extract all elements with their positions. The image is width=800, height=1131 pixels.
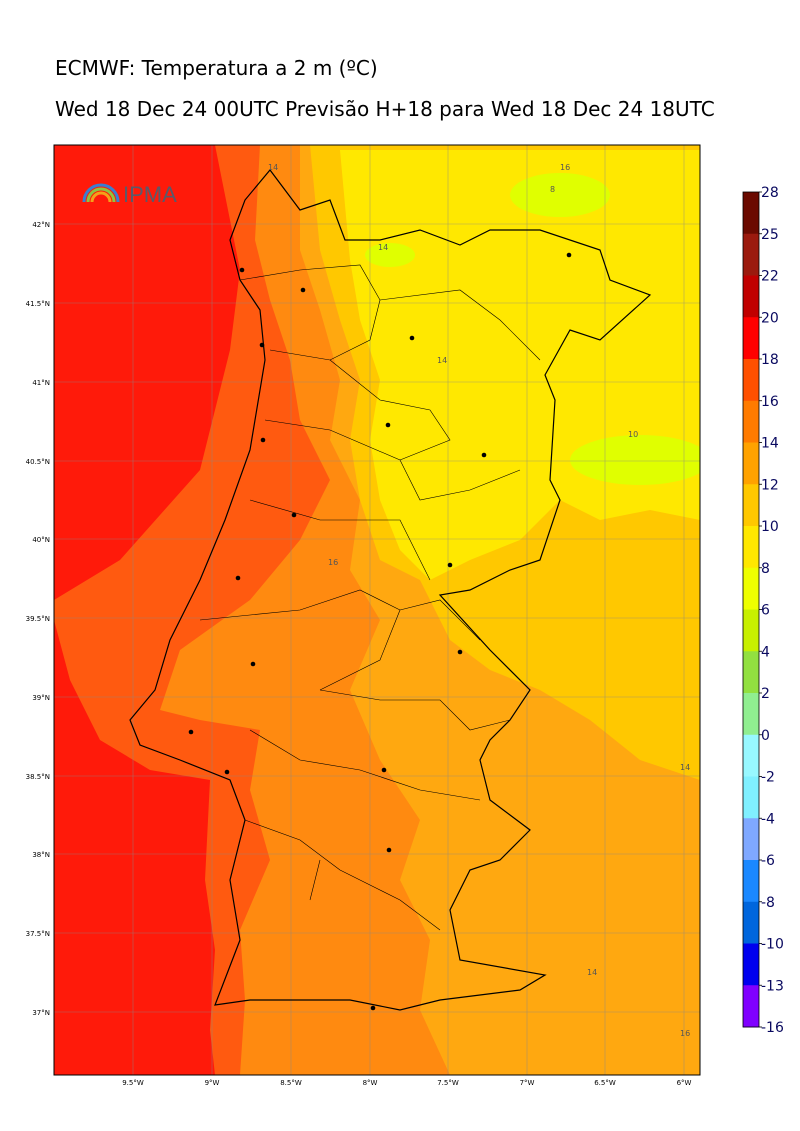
colorbar-swatch — [743, 484, 759, 527]
map-grid — [54, 145, 700, 1075]
colorbar-label: 18 — [761, 352, 779, 368]
colorbar-label: 0 — [761, 728, 770, 744]
longitude-axis: 9.5°W 9°W 8.5°W 8°W 7.5°W 7°W 6.5°W 6°W — [122, 1079, 691, 1087]
colorbar-label: 20 — [761, 310, 779, 326]
lat-tick: 38°N — [32, 851, 50, 859]
colorbar-swatch — [743, 233, 759, 276]
colorbar-label: 6 — [761, 603, 770, 619]
lat-tick: 42°N — [32, 221, 50, 229]
colorbar-swatch — [743, 192, 759, 235]
map-title: ECMWF: Temperatura a 2 m (ºC) — [55, 56, 378, 80]
lat-tick: 38.5°N — [26, 773, 50, 781]
lon-tick: 9°W — [205, 1079, 220, 1087]
colorbar-swatch — [743, 818, 759, 861]
latitude-axis: 42°N 41.5°N 41°N 40.5°N 40°N 39.5°N 39°N… — [26, 221, 50, 1017]
contour-label: 14 — [378, 243, 388, 252]
colorbar-swatch — [743, 317, 759, 360]
contour-label: 8 — [550, 185, 555, 194]
colorbar-label: 14 — [761, 436, 779, 452]
cold-patch-north — [510, 173, 610, 217]
city-markers — [188, 252, 572, 1011]
lon-tick: 8.5°W — [280, 1079, 302, 1087]
contour-label: 14 — [587, 968, 597, 977]
temperature-field: 14 16 8 14 14 10 16 14 14 16 IPMA — [54, 145, 700, 1075]
colorbar-label: -2 — [761, 770, 775, 786]
lon-tick: 7°W — [520, 1079, 535, 1087]
colorbar-swatch — [743, 901, 759, 944]
contour-label: 14 — [268, 163, 278, 172]
lon-tick: 7.5°W — [437, 1079, 459, 1087]
colorbar-label: 25 — [761, 227, 779, 243]
colorbar-swatch — [743, 776, 759, 819]
colorbar-label: -8 — [761, 895, 775, 911]
colorbar-swatch — [743, 442, 759, 485]
colorbar-swatch — [743, 609, 759, 652]
colorbar-label: -4 — [761, 811, 775, 827]
colorbar-swatch — [743, 359, 759, 402]
cold-patch-northwest — [365, 243, 415, 267]
forecast-subtitle: Wed 18 Dec 24 00UTC Previsão H+18 para W… — [55, 97, 715, 121]
colorbar-swatch — [743, 734, 759, 777]
colorbar-swatch — [743, 985, 759, 1028]
contour-label: 16 — [328, 558, 338, 567]
colorbar-label: -13 — [761, 978, 784, 994]
lat-tick: 39.5°N — [26, 615, 50, 623]
colorbar-label: 28 — [761, 185, 779, 201]
lat-tick: 37.5°N — [26, 930, 50, 938]
contour-labels: 14 16 8 14 14 10 16 14 14 16 — [268, 163, 690, 1038]
lon-tick: 6.5°W — [594, 1079, 616, 1087]
colorbar-label: 8 — [761, 561, 770, 577]
lon-tick: 8°W — [363, 1079, 378, 1087]
colorbar-label: -16 — [761, 1020, 784, 1036]
district-lines — [199, 264, 541, 931]
colorbar-swatch — [743, 693, 759, 736]
lon-tick: 9.5°W — [122, 1079, 144, 1087]
contour-label: 14 — [680, 763, 690, 772]
map-frame — [53, 144, 701, 1076]
lat-tick: 39°N — [32, 694, 50, 702]
contour-label: 10 — [628, 430, 638, 439]
portugal-border — [129, 169, 652, 1011]
colorbar-label: -6 — [761, 853, 775, 869]
colorbar-swatch — [743, 651, 759, 694]
colorbar-label: 22 — [761, 269, 779, 285]
colorbar-swatch — [743, 275, 759, 318]
lon-tick: 6°W — [677, 1079, 692, 1087]
colorbar-swatch — [743, 567, 759, 610]
logo-text: IPMA — [123, 182, 177, 207]
colorbar-label: 2 — [761, 686, 770, 702]
colorbar-label: 4 — [761, 644, 770, 660]
contour-label: 16 — [680, 1029, 690, 1038]
colorbar-swatch — [743, 526, 759, 569]
colorbar-label: 10 — [761, 519, 779, 535]
lat-tick: 40.5°N — [26, 458, 50, 466]
colorbar-label: 16 — [761, 394, 779, 410]
colorbar-swatch — [743, 943, 759, 986]
lat-tick: 37°N — [32, 1009, 50, 1017]
cold-patch-east — [570, 435, 700, 485]
ipma-logo: IPMA — [82, 182, 177, 207]
colorbar-swatch — [743, 400, 759, 443]
lat-tick: 41.5°N — [26, 300, 50, 308]
contour-label: 16 — [560, 163, 570, 172]
colorbar-swatch — [743, 860, 759, 903]
colorbar-label: 12 — [761, 477, 779, 493]
lat-tick: 40°N — [32, 536, 50, 544]
contour-label: 14 — [437, 356, 447, 365]
lat-tick: 41°N — [32, 379, 50, 387]
colorbar-label: -10 — [761, 937, 784, 953]
